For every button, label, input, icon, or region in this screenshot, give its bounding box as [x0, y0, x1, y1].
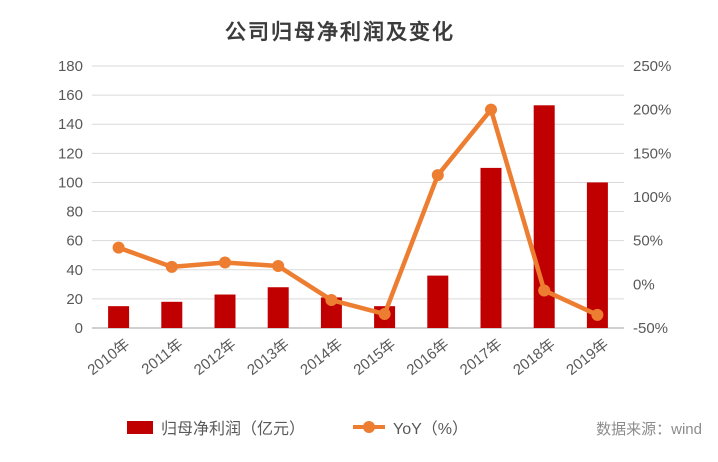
left-axis-tick: 100 — [58, 174, 83, 191]
line-swatch-dot — [363, 421, 376, 433]
right-axis-tick: 150% — [633, 145, 671, 162]
right-axis-tick: 200% — [633, 102, 671, 119]
chart-title: 公司归母净利润及变化 — [225, 21, 455, 44]
right-axis-tick: 250% — [633, 58, 671, 75]
x-axis-label-2017: 2017年 — [457, 336, 506, 379]
yoy-point-2011 — [165, 260, 178, 273]
left-axis-tick: 60 — [66, 233, 83, 250]
x-axis-label-2012: 2012年 — [191, 336, 240, 379]
x-axis-label-2016: 2016年 — [404, 336, 453, 379]
left-axis-tick: 0 — [75, 320, 83, 337]
bar-2010 — [108, 306, 130, 328]
legend: 归母净利润（亿元） YoY（%） — [127, 415, 468, 439]
x-axis-label-2019: 2019年 — [563, 336, 612, 379]
left-axis-tick: 120 — [58, 145, 83, 162]
left-axis-tick: 180 — [58, 58, 83, 75]
right-axis-tick: 50% — [633, 233, 663, 250]
bar-2016 — [427, 275, 449, 328]
yoy-point-2019 — [591, 308, 604, 321]
right-axis-tick: 100% — [633, 189, 671, 206]
left-axis-tick: 40 — [66, 262, 83, 279]
yoy-line — [116, 107, 600, 318]
yoy-point-2014 — [325, 294, 338, 307]
source-note: 数据来源：wind — [596, 421, 702, 438]
right-axis-tick: 0% — [633, 276, 655, 293]
x-axis-label-2010: 2010年 — [84, 336, 133, 379]
x-axis-label-2018: 2018年 — [510, 336, 559, 379]
x-axis-label-2013: 2013年 — [244, 336, 293, 379]
right-axis-tick: -50% — [633, 320, 668, 337]
legend-item-net-profit: 归母净利润（亿元） — [127, 415, 305, 439]
x-axis-label-2014: 2014年 — [297, 336, 346, 379]
x-axis-label-2015: 2015年 — [350, 336, 399, 379]
left-axis-tick: 80 — [66, 204, 83, 221]
bar-2014 — [320, 297, 342, 328]
left-axis-tick: 20 — [66, 291, 83, 308]
yoy-point-2013 — [272, 259, 285, 272]
bar-2013 — [267, 287, 289, 328]
yoy-point-2010 — [112, 241, 125, 254]
line-dot-swatch-icon — [353, 421, 386, 433]
yoy-point-2017 — [485, 103, 497, 116]
yoy-point-2016 — [431, 169, 444, 182]
x-axis-label-2011: 2011年 — [139, 336, 187, 378]
legend-label-net-profit: 归母净利润（亿元） — [161, 421, 306, 438]
yoy-point-2018 — [538, 284, 551, 297]
bar-swatch-icon — [127, 420, 153, 434]
bar-2012 — [214, 294, 236, 328]
bar-2017 — [480, 167, 502, 328]
legend-label-yoy: YoY（%） — [393, 421, 469, 438]
legend-item-yoy: YoY（%） — [353, 415, 468, 439]
left-axis-tick: 140 — [58, 116, 83, 133]
yoy-point-2012 — [219, 256, 231, 269]
bar-2011 — [161, 301, 183, 328]
bar-2019 — [586, 182, 608, 328]
left-axis-tick: 160 — [58, 87, 83, 104]
yoy-point-2015 — [378, 308, 391, 321]
